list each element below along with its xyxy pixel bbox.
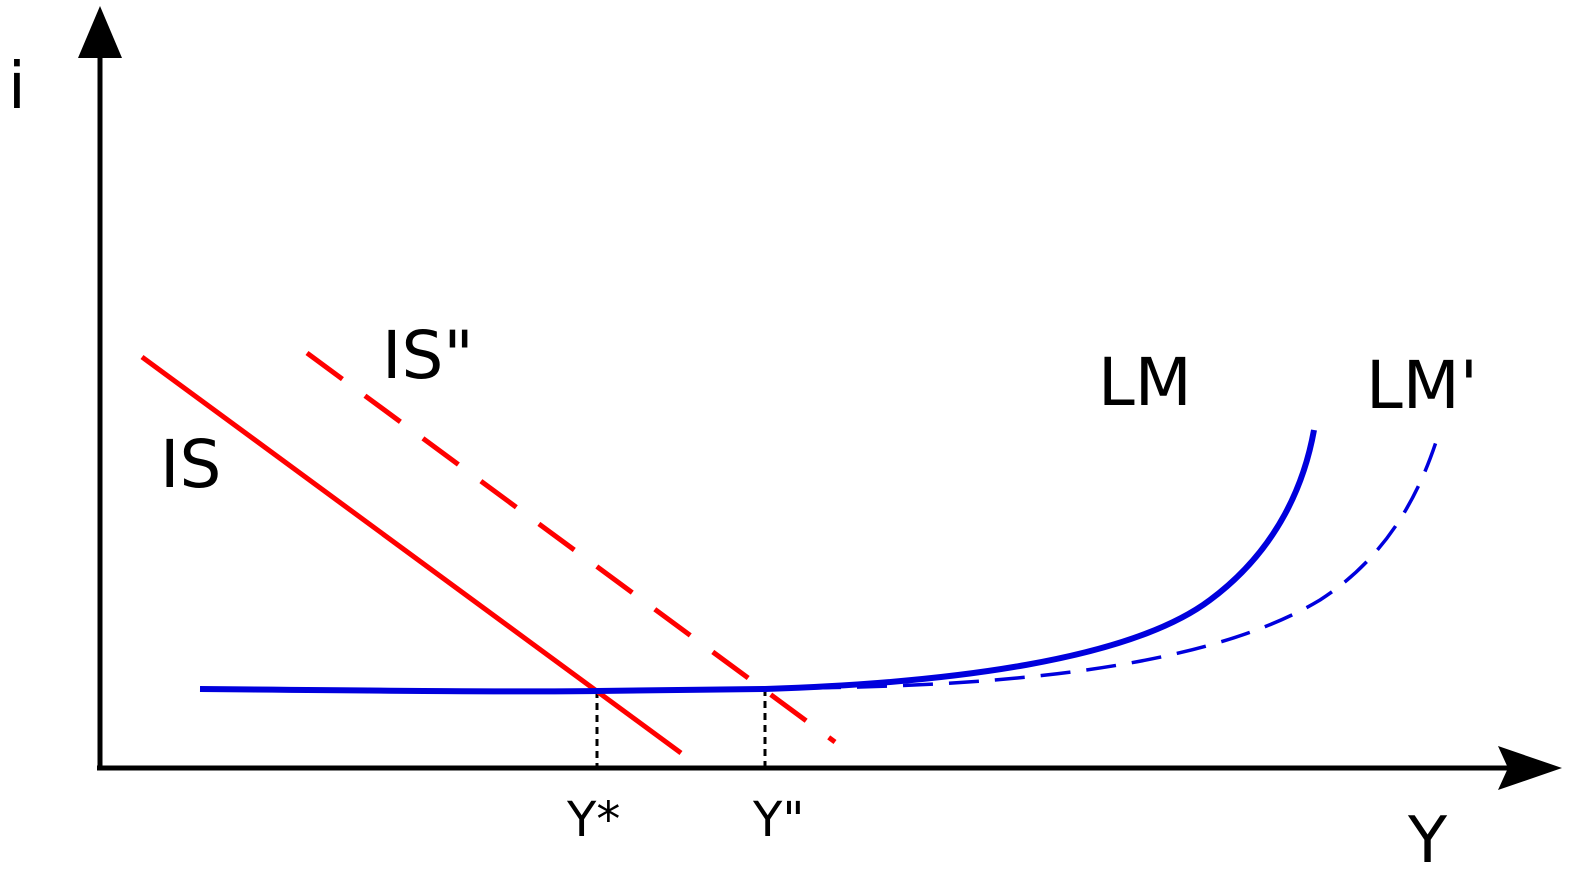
is-shifted-curve-label: IS" — [382, 317, 474, 394]
is-curve-label: IS — [160, 426, 221, 503]
x-axis-arrowhead — [1498, 746, 1562, 790]
y-axis-label: i — [8, 50, 26, 124]
y-double-prime-label: Y" — [752, 792, 804, 848]
lm-curve-label: LM — [1098, 344, 1192, 421]
y-axis-arrowhead — [78, 6, 122, 58]
x-axis-label: Y — [1407, 804, 1448, 871]
lm-shifted-curve-label: LM' — [1366, 347, 1478, 424]
is-curve — [140, 354, 683, 756]
is-shifted-curve — [305, 350, 837, 745]
y-star-label: Y* — [566, 792, 620, 848]
lm-shifted-curve — [764, 441, 1438, 691]
lm-curve — [199, 429, 1317, 695]
